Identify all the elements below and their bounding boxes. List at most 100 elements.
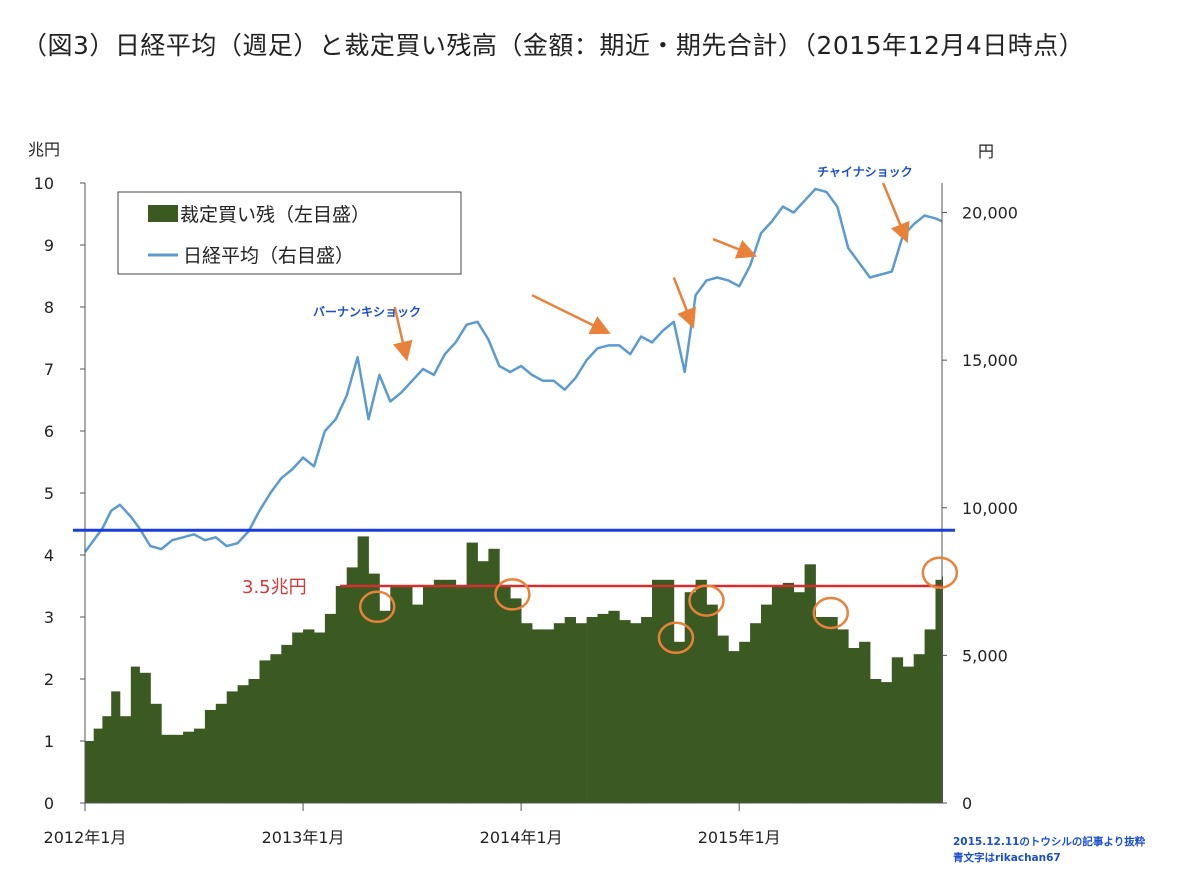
bar (194, 728, 206, 803)
bar (891, 657, 904, 803)
bar (913, 654, 925, 803)
line-series (83, 187, 943, 553)
bar (521, 623, 533, 803)
x-tick-label: 2012年1月 (44, 828, 127, 847)
bar (859, 641, 871, 803)
bar (597, 613, 609, 803)
bar (510, 598, 522, 803)
bar (292, 632, 304, 803)
right-axis-unit: 円 (978, 142, 994, 161)
left-axis-unit: 兆円 (28, 140, 60, 159)
bar (368, 573, 380, 803)
bar (739, 641, 751, 803)
bar (488, 548, 500, 803)
right-tick-label: 10,000 (962, 499, 1018, 518)
left-tick-label: 0 (44, 794, 54, 813)
bar (130, 666, 140, 803)
bar (215, 703, 228, 803)
bar (111, 691, 121, 803)
bar (259, 660, 271, 803)
annotation-arrow (672, 277, 696, 329)
bar (444, 579, 457, 803)
bar (870, 679, 882, 803)
x-axis-ticks: 2012年1月 2013年1月 2014年1月 2015年1月 (44, 803, 781, 847)
bar (641, 617, 653, 803)
x-tick-label: 2015年1月 (698, 828, 781, 847)
annotation-arrow (531, 294, 611, 335)
bar (335, 586, 348, 803)
bar (564, 617, 576, 803)
right-tick-label: 15,000 (962, 351, 1018, 370)
bar (270, 654, 282, 803)
bar (924, 629, 936, 803)
bar (433, 579, 446, 803)
bar (804, 564, 816, 803)
bar (771, 586, 784, 803)
peak-circle (688, 584, 725, 617)
bar (848, 648, 860, 803)
bar (728, 651, 740, 803)
left-tick-label: 2 (44, 670, 54, 689)
bar (880, 682, 893, 803)
x-tick-label: 2013年1月 (262, 828, 345, 847)
left-axis-ticks: 0 1 2 3 4 5 6 7 8 9 10 (34, 174, 85, 813)
annotation-china: チャイナショック (817, 165, 913, 179)
bar (837, 629, 849, 803)
bar (826, 617, 838, 803)
bar (630, 623, 642, 803)
bar (499, 586, 511, 803)
bar (477, 561, 489, 803)
bar-series (85, 536, 943, 803)
bar (553, 623, 566, 803)
peak-circle (921, 556, 959, 589)
left-tick-label: 4 (44, 546, 54, 565)
right-axis-ticks: 0 5,000 10,000 15,000 20,000 (942, 204, 1018, 813)
bar (183, 731, 195, 803)
bar (346, 567, 358, 803)
bar (532, 629, 544, 803)
bar (303, 629, 315, 803)
bar (662, 579, 675, 803)
bar (815, 617, 827, 803)
bar (652, 579, 664, 803)
right-tick-label: 20,000 (962, 204, 1018, 223)
bar (93, 728, 103, 803)
bar (423, 586, 435, 803)
legend: 裁定買い残（左目盛） 日経平均（右目盛） (117, 191, 462, 275)
bar (935, 579, 943, 803)
reference-lines: 3.5兆円 (73, 528, 955, 598)
right-tick-label: 0 (962, 794, 972, 813)
bar (85, 741, 95, 803)
threshold-label-red: 3.5兆円 (242, 577, 307, 598)
nikkei-line (83, 187, 943, 553)
bar (324, 613, 337, 803)
bar (717, 635, 729, 803)
annotation-arrow (393, 306, 413, 362)
bar (314, 632, 326, 803)
bar (161, 734, 173, 803)
bar (575, 623, 587, 803)
bar (281, 644, 293, 803)
x-tick-label: 2014年1月 (480, 828, 563, 847)
bar (695, 579, 707, 803)
bar (150, 703, 162, 803)
left-tick-label: 7 (44, 360, 54, 379)
bar (793, 592, 805, 803)
bar (466, 542, 478, 803)
left-tick-label: 6 (44, 422, 54, 441)
annotation-arrow (881, 182, 910, 244)
peak-circle (657, 621, 695, 655)
bar (357, 536, 369, 803)
peak-circle (812, 596, 850, 630)
bar (455, 586, 467, 803)
bar (542, 629, 555, 803)
left-tick-label: 10 (34, 174, 54, 193)
annotation-arrows (393, 182, 910, 362)
bar (684, 592, 696, 803)
bar (761, 604, 773, 803)
peak-circle (358, 590, 396, 624)
left-tick-label: 5 (44, 484, 54, 503)
left-tick-label: 3 (44, 608, 54, 627)
bar (608, 610, 620, 803)
